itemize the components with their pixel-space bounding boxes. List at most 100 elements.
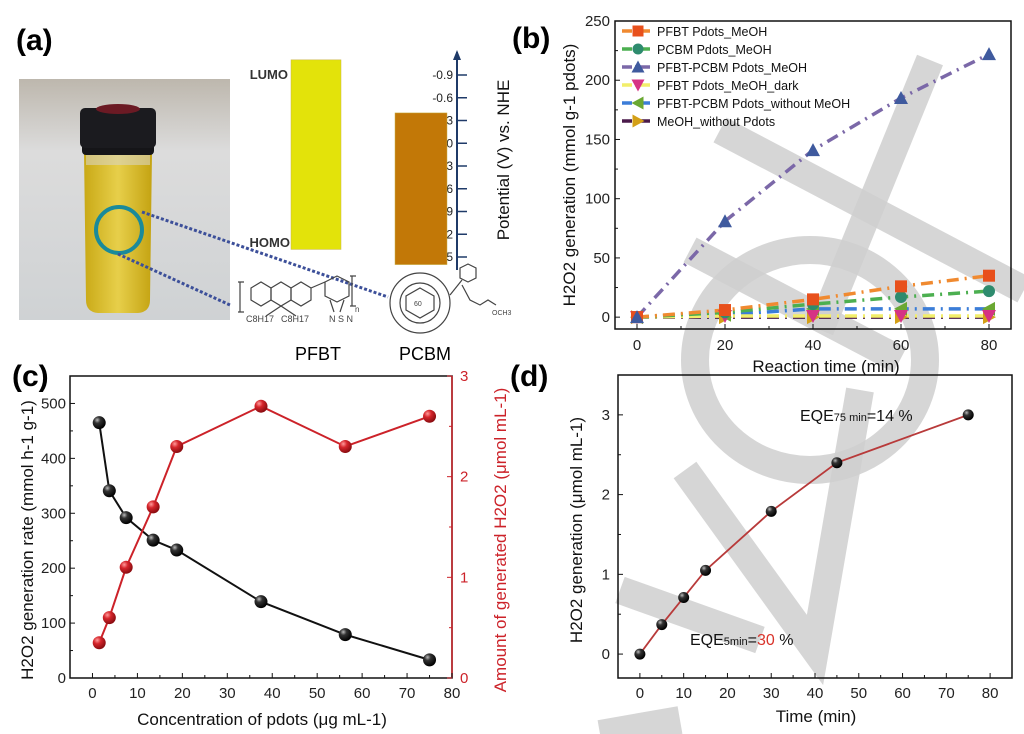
x-tick-label: 80 — [982, 685, 999, 702]
x-tick-label: 40 — [805, 337, 822, 354]
panel-b: (b) 0 20 40 60 80 0 50 100 150 200 250 Reaction tim… — [512, 13, 1012, 376]
data-point — [146, 500, 160, 514]
y-axis-title: H2O2 generation rate (mmol h-1 g-1) — [18, 400, 37, 680]
watermark — [597, 54, 1024, 734]
panel-d: (d) 0 10 20 30 40 50 60 70 80 0 1 2 3 Time (min) H2O2 … — [510, 360, 1013, 726]
data-point — [982, 309, 996, 323]
data-point — [831, 457, 843, 469]
energy-bar-pfbt — [290, 59, 342, 250]
data-point — [656, 619, 668, 631]
data-point — [170, 543, 184, 557]
data-point — [894, 91, 908, 104]
y2-tick-label: 0 — [460, 670, 468, 687]
x-tick-label: 30 — [219, 685, 236, 702]
eqe-equals: = — [748, 632, 757, 649]
data-point — [254, 399, 268, 413]
pcbm-structure — [389, 263, 497, 334]
y-tick-label: 300 — [41, 505, 66, 522]
legend-label: PCBM Pdots_MeOH — [657, 43, 772, 57]
y-tick-label: 50 — [593, 250, 610, 267]
x-tick-label: 20 — [719, 685, 736, 702]
eqe-unit: % — [775, 632, 794, 649]
x-tick-label: 0 — [633, 337, 641, 354]
y2-axis-title: Amount of generated H2O2 (μmol mL-1) — [491, 388, 510, 693]
panel-a: (a) -0.9-0.6-0.300.30.60.91.21.5Potentia… — [16, 24, 513, 364]
chemical-structures: C8H17 C8H17 n N S N 60 OCH3 — [238, 263, 512, 334]
x-tick-label: 70 — [399, 685, 416, 702]
connector-line — [141, 210, 389, 299]
data-point — [102, 484, 116, 498]
data-point — [962, 409, 974, 421]
data-point — [632, 114, 645, 128]
data-point — [632, 43, 644, 55]
pcbm-name-label: PCBM — [399, 344, 451, 364]
plot-frame — [69, 375, 453, 679]
x-axis-title: Reaction time (min) — [752, 357, 899, 376]
data-point — [983, 269, 995, 282]
energy-bar-pcbm — [394, 112, 448, 265]
energy-level-diagram: -0.9-0.6-0.300.30.60.91.21.5Potential (V… — [250, 50, 513, 270]
data-point — [718, 214, 732, 228]
y-tick-label: 2 — [602, 487, 610, 504]
y-tick-label: 1 — [602, 566, 610, 583]
x-tick-label: 40 — [807, 685, 824, 702]
legend-label: PFBT-PCBM Pdots_MeOH — [657, 61, 807, 75]
y2-tick-label: 1 — [460, 569, 468, 586]
panel-label-a: (a) — [16, 24, 53, 57]
x-tick-label: 40 — [264, 685, 281, 702]
data-point — [806, 143, 820, 157]
series-line — [636, 273, 990, 319]
chart-d: 0 10 20 30 40 50 60 70 80 0 1 2 3 Time (min) H2O2 gene… — [567, 374, 1013, 726]
vial-septum — [96, 104, 140, 114]
panel-label-d: (d) — [510, 360, 548, 393]
legend-label: PFBT-PCBM Pdots_without MeOH — [657, 97, 850, 111]
y-tick-label: 500 — [41, 395, 66, 412]
y-tick-label: 100 — [585, 191, 610, 208]
pcbm-ester-label: OCH3 — [492, 310, 512, 317]
data-point — [719, 304, 731, 317]
y-tick-label: 0 — [602, 309, 610, 326]
pfbt-repeat-index: n — [355, 305, 359, 314]
x-tick-label: 70 — [938, 685, 955, 702]
x-tick-label: 20 — [717, 337, 734, 354]
eqe-annotation: EQE75 min=14 % — [800, 408, 913, 425]
legend-label: PFBT Pdots_MeOH — [657, 25, 767, 39]
x-tick-label: 20 — [174, 685, 191, 702]
x-axis-title: Concentration of pdots (μg mL-1) — [137, 710, 387, 729]
x-tick-label: 80 — [444, 685, 461, 702]
data-point — [765, 505, 777, 517]
y-tick-label: 0 — [58, 670, 66, 687]
x-tick-label: 0 — [88, 685, 96, 702]
eqe-value: 30 — [757, 632, 775, 649]
y-tick-label: 250 — [585, 13, 610, 30]
data-point — [119, 511, 133, 525]
homo-label: HOMO — [250, 235, 290, 250]
data-point — [254, 595, 268, 609]
x-tick-label: 80 — [981, 337, 998, 354]
eqe-annotation: EQE5min=30 % — [690, 632, 793, 649]
data-point — [983, 285, 995, 298]
data-point — [895, 280, 907, 293]
y-tick-label: 400 — [41, 450, 66, 467]
y-tick-label: 200 — [585, 72, 610, 89]
data-point — [423, 409, 437, 423]
potential-axis-arrow — [453, 50, 461, 60]
y-tick-label: 0 — [602, 646, 610, 663]
eqe-subscript: 5min — [724, 636, 748, 648]
y-tick-label: 150 — [585, 131, 610, 148]
data-point — [423, 653, 437, 667]
data-point — [700, 564, 712, 576]
y-axis-title: H2O2 generation (mmol g-1 pdots) — [560, 44, 579, 307]
data-point — [102, 611, 116, 625]
x-tick-label: 50 — [309, 685, 326, 702]
data-point — [807, 293, 819, 306]
eqe-value: 14 — [876, 408, 894, 425]
x-tick-label: 60 — [894, 685, 911, 702]
pfbt-name-label: PFBT — [295, 344, 341, 364]
potential-tick-label: 0 — [446, 136, 453, 150]
data-point — [92, 416, 106, 430]
eqe-unit: % — [894, 408, 913, 425]
pcbm-core-label: 60 — [414, 301, 422, 308]
x-tick-label: 60 — [354, 685, 371, 702]
